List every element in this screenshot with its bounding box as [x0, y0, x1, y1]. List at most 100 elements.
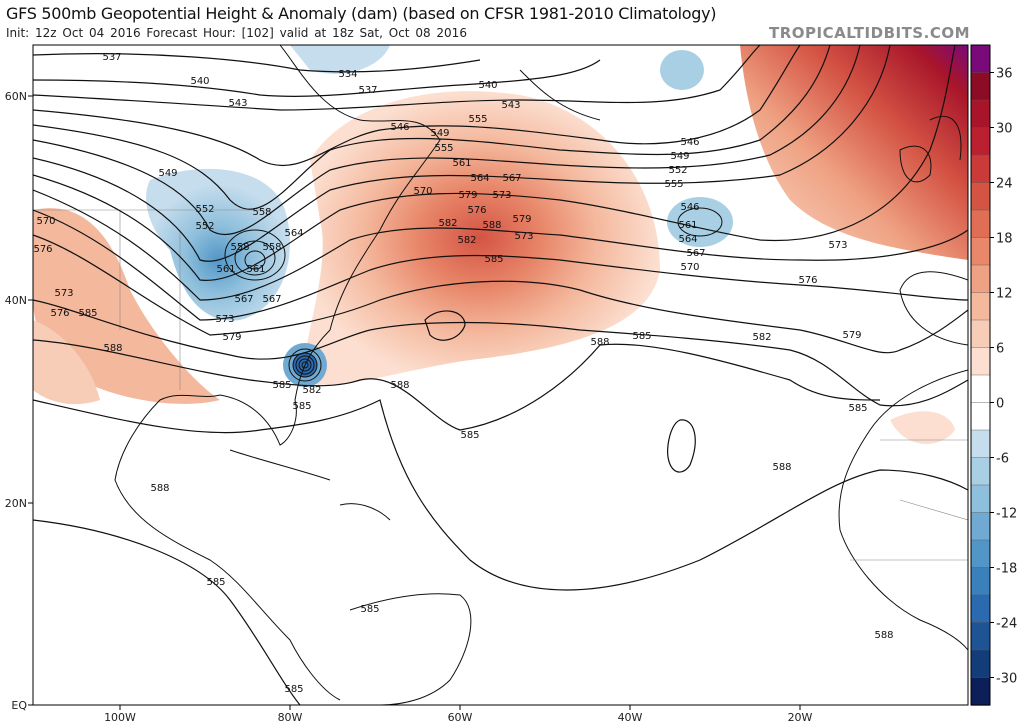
- positive-anomaly-africa: [890, 411, 955, 444]
- contour-label: 561: [678, 220, 697, 231]
- negative-anomaly-midatlantic: [667, 197, 733, 247]
- contour-label: 549: [670, 151, 689, 162]
- contour-label: 567: [234, 294, 253, 305]
- contour-label: 576: [33, 244, 52, 255]
- colorbar-swatch: [970, 99, 991, 129]
- contour-label: 588: [590, 337, 609, 348]
- lon-label: 20W: [788, 711, 813, 724]
- positive-anomaly-atlantic: [300, 91, 660, 385]
- contour-label: 546: [390, 122, 409, 133]
- contour-label: 567: [686, 248, 705, 259]
- lon-label: 60W: [448, 711, 473, 724]
- lon-label: 100W: [104, 711, 136, 724]
- colorbar-swatch: [970, 539, 991, 569]
- map-frame: [32, 44, 969, 706]
- contour-label: 564: [470, 173, 489, 184]
- contour-label: 567: [262, 294, 281, 305]
- colorbar-frame: [970, 44, 991, 706]
- contour-label: 558: [262, 242, 281, 253]
- contour-label: 549: [430, 128, 449, 139]
- contour-label: 585: [292, 401, 311, 412]
- contour-label: 582: [752, 332, 771, 343]
- low-contours: [224, 207, 723, 281]
- contour-label: 585: [632, 331, 651, 342]
- contour-label: 579: [512, 214, 531, 225]
- contour-label: 588: [482, 220, 501, 231]
- contour-label: 534: [338, 69, 357, 80]
- contour-label: 567: [502, 173, 521, 184]
- hurricane-contours: [288, 348, 322, 382]
- colorbar-tick-label: 6: [996, 342, 1004, 357]
- contour-label: 558: [252, 207, 271, 218]
- colorbar-swatch: [970, 512, 991, 541]
- colorbar-swatch: [970, 264, 991, 294]
- contour-label: 558: [230, 242, 249, 253]
- lat-label: 20N: [5, 497, 27, 510]
- contour-label: 570: [413, 186, 432, 197]
- colorbar-swatch: [970, 154, 991, 184]
- contour-label: 573: [215, 314, 234, 325]
- colorbar-swatch: [970, 677, 991, 706]
- contour-label: 543: [501, 100, 520, 111]
- colorbar-swatch: [970, 127, 991, 156]
- lat-label: 40N: [5, 294, 27, 307]
- contour-label: 585: [360, 604, 379, 615]
- colorbar-tick-label: -30: [996, 672, 1017, 687]
- brand-watermark: TROPICALTIDBITS.COM: [769, 24, 970, 42]
- contour-label: 570: [680, 262, 699, 273]
- colorbar-swatch: [970, 374, 991, 404]
- colorbar-swatch: [970, 457, 991, 486]
- colorbar-swatch: [970, 237, 991, 266]
- colorbar-tick-label: 36: [996, 67, 1013, 82]
- contour-label: 573: [514, 231, 533, 242]
- contour-label: 585: [484, 254, 503, 265]
- contour-label: 588: [772, 462, 791, 473]
- colorbar-swatch: [970, 484, 991, 514]
- contour-label: 546: [680, 137, 699, 148]
- map-title: GFS 500mb Geopotential Height & Anomaly …: [6, 4, 717, 23]
- colorbar-swatch: [970, 567, 991, 596]
- contour-label: 537: [358, 85, 377, 96]
- contour-label: 588: [874, 630, 893, 641]
- colorbar-swatch: [970, 347, 991, 376]
- contour-label: 564: [678, 234, 697, 245]
- lon-label: 80W: [278, 711, 303, 724]
- coastlines: [114, 45, 968, 705]
- contour-label: 543: [228, 98, 247, 109]
- colorbar-swatch: [970, 292, 991, 321]
- contour-label: 588: [103, 343, 122, 354]
- contour-label: 546: [680, 202, 699, 213]
- contour-label: 585: [272, 380, 291, 391]
- colorbar-tick-label: -24: [996, 617, 1017, 632]
- contour-label: 540: [190, 76, 209, 87]
- contour-labels: 537 540 543 546 549 552 555 558 561 564 …: [33, 52, 893, 695]
- colorbar-swatch: [970, 402, 991, 431]
- contour-label: 579: [222, 332, 241, 343]
- colorbar-swatch: [970, 209, 991, 239]
- lat-label: 60N: [5, 90, 27, 103]
- contour-label: 585: [206, 577, 225, 588]
- contour-label: 561: [452, 158, 471, 169]
- map-area: 537 540 543 546 549 552 555 558 561 564 …: [33, 45, 968, 705]
- colorbar-swatch: [970, 72, 991, 101]
- contour-label: 588: [390, 380, 409, 391]
- colorbar-tick-label: -18: [996, 562, 1017, 577]
- contour-label: 573: [492, 190, 511, 201]
- height-contours: [33, 45, 968, 705]
- colorbar-swatch: [970, 622, 991, 651]
- colorbar-swatch: [970, 594, 991, 624]
- colorbar-swatch: [970, 182, 991, 211]
- colorbar-tick-label: -6: [996, 452, 1009, 467]
- contour-label: 540: [478, 80, 497, 91]
- longitude-axis: 100W 80W 60W 40W 20W: [104, 705, 813, 724]
- colorbar-tick-label: 12: [996, 287, 1013, 302]
- contour-label: 561: [246, 264, 265, 275]
- contour-label: 564: [284, 228, 303, 239]
- lon-label: 40W: [618, 711, 643, 724]
- colorbar-swatch: [970, 649, 991, 679]
- contour-label: 585: [848, 403, 867, 414]
- contour-label: 585: [78, 308, 97, 319]
- contour-label: 582: [457, 235, 476, 246]
- contour-label: 585: [284, 684, 303, 695]
